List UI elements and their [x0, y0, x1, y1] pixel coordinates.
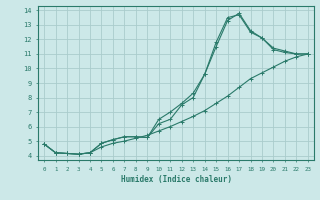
X-axis label: Humidex (Indice chaleur): Humidex (Indice chaleur): [121, 175, 231, 184]
